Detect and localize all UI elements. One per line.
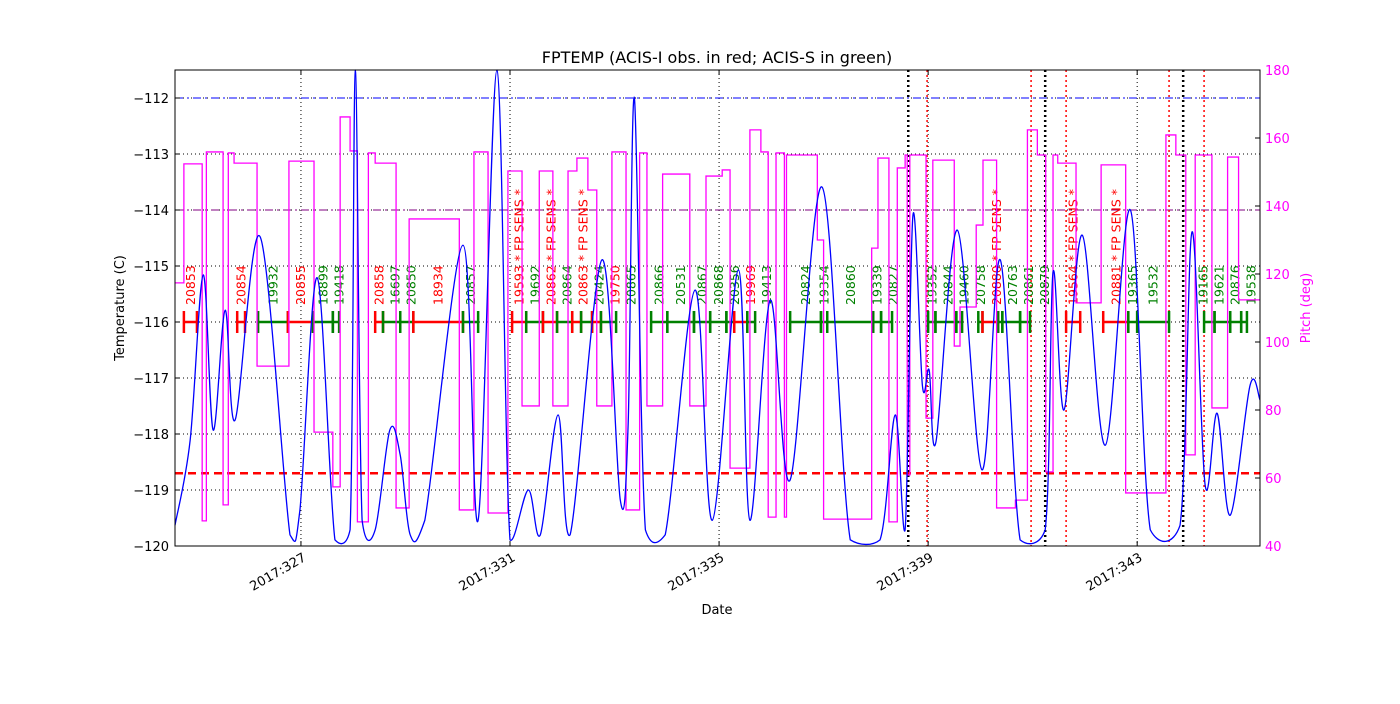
y-tick-label: −114: [133, 204, 169, 219]
observation-label: 18934: [431, 265, 446, 305]
y2-tick-label: 40: [1265, 540, 1282, 555]
observation-label: 19593 * FP SENS *: [512, 189, 527, 305]
observation-label: 20855: [293, 265, 308, 305]
observation-label: 20858: [372, 265, 387, 305]
observation-label: 20758: [973, 265, 988, 305]
observation-label: 19538: [1244, 265, 1259, 305]
observation-label: 18899: [315, 265, 330, 305]
y-tick-label: −118: [133, 428, 169, 443]
observation-label: 19165: [1196, 265, 1211, 305]
y2-tick-label: 160: [1265, 132, 1290, 147]
observation-label: 19418: [331, 265, 346, 305]
observation-label: 20862 * FP SENS *: [544, 189, 559, 305]
chart-title: FPTEMP (ACIS-I obs. in red; ACIS-S in gr…: [542, 48, 892, 67]
y-tick-label: −116: [133, 316, 169, 331]
observation-label: 16697: [388, 265, 403, 305]
y2-tick-label: 60: [1265, 472, 1282, 487]
y-tick-label: −119: [133, 484, 169, 499]
observation-label: 20867: [695, 265, 710, 305]
observation-label: 19621: [1212, 265, 1227, 305]
observations: 20853 20854 19932 20855 18899 19418 20858 16697…: [182, 189, 1259, 333]
observation-label: 20854: [234, 265, 249, 305]
observation-label: 19460: [956, 265, 971, 305]
observation-label: 20827: [886, 265, 901, 305]
observation-label: 20860: [843, 265, 858, 305]
y-tick-label: −113: [133, 148, 169, 163]
observation-label: 19532: [1146, 265, 1161, 305]
observation-label: 20868: [711, 265, 726, 305]
series: [174, 69, 1261, 546]
observation-label: 19352: [924, 265, 939, 305]
observation-label: 19564 * FP SENS *: [1066, 189, 1081, 305]
y-tick-label: −115: [133, 260, 169, 275]
y-axis-label: Temperature (C): [113, 255, 128, 362]
observation-label: 20861: [1021, 265, 1036, 305]
observation-label: 20531: [673, 265, 688, 305]
y2-axis-label: Pitch (deg): [1299, 273, 1314, 343]
observation-label: 20763: [1005, 265, 1020, 305]
observation-label: 20876: [1228, 265, 1243, 305]
observation-label: 20863 * FP SENS *: [576, 189, 591, 305]
y2-tick-label: 140: [1265, 200, 1290, 215]
observation-label: 20881 * FP SENS *: [1108, 189, 1123, 305]
observation-label: 20844: [940, 265, 955, 305]
observation-label: 19750: [608, 265, 623, 305]
observation-label: 20824: [798, 265, 813, 305]
observation-label: 20864: [560, 265, 575, 305]
temperature-line: [174, 69, 1261, 546]
y2-tick-label: 100: [1265, 336, 1290, 351]
observation-label: 20879: [1037, 265, 1052, 305]
y-tick-label: −120: [133, 540, 169, 555]
y2-tick-label: 180: [1265, 64, 1290, 79]
observation-label: 20850: [404, 265, 419, 305]
observation-label: 20865: [624, 265, 639, 305]
observation-label: 20853: [183, 265, 198, 305]
x-axis-label: Date: [701, 603, 732, 618]
observation-label: 19339: [870, 265, 885, 305]
y-tick-label: −112: [133, 92, 169, 107]
observation-label: 20866: [652, 265, 667, 305]
observation-label: 20857: [463, 265, 478, 305]
y-tick-label: −117: [133, 372, 169, 387]
y2-tick-label: 80: [1265, 404, 1282, 419]
observation-label: 19692: [528, 265, 543, 305]
observation-label: 19413: [759, 265, 774, 305]
y2-tick-label: 120: [1265, 268, 1290, 283]
plot-frame: [174, 69, 1261, 547]
